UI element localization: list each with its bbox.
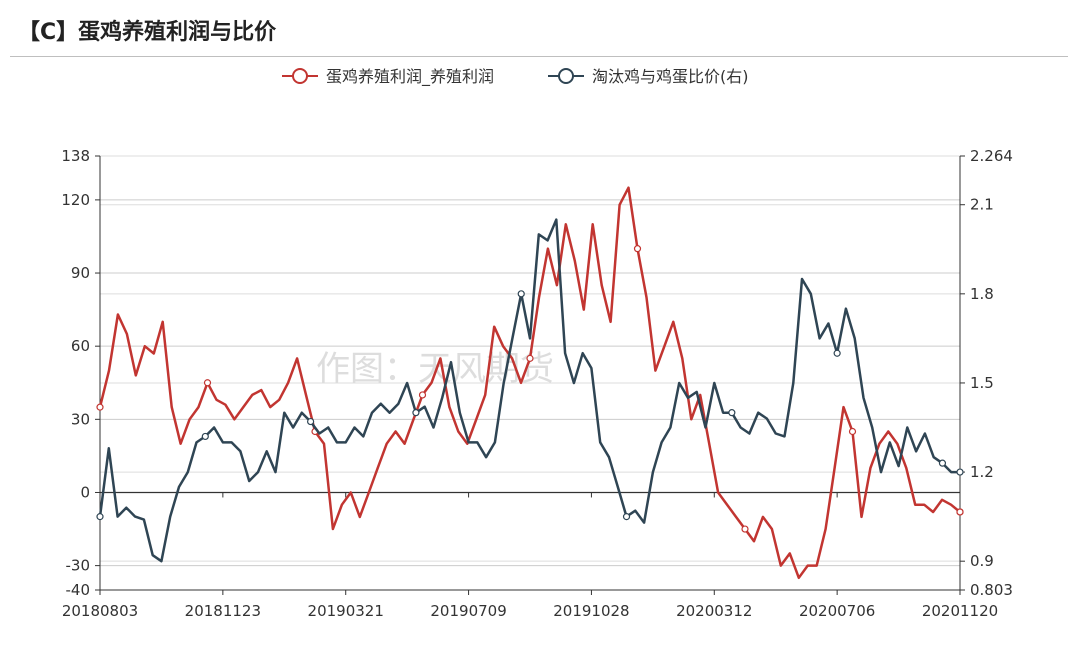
- x-tick-label: 20201120: [922, 602, 998, 620]
- y-right-tick-label: 1.2: [970, 463, 994, 481]
- y-left-tick-label: 60: [71, 337, 90, 355]
- series-point-2: [956, 468, 964, 476]
- y-left-tick-label: 138: [61, 147, 90, 165]
- series-point-2: [938, 459, 947, 467]
- y-right-tick-label: 2.1: [970, 196, 994, 214]
- y-right-tick-label: 1.8: [970, 285, 994, 303]
- series-point-2: [728, 409, 736, 417]
- x-tick-label: 20191028: [553, 602, 629, 620]
- y-left-tick-label: 0: [80, 483, 90, 501]
- y-left-tick-label: -40: [66, 581, 91, 599]
- chart-title: 【C】蛋鸡养殖利润与比价: [18, 20, 277, 45]
- x-tick-label: 20200312: [676, 602, 752, 620]
- y-left-tick-label: 120: [61, 191, 90, 209]
- series-point-1: [956, 508, 964, 516]
- series-point-1: [633, 245, 642, 253]
- x-tick-label: 20190321: [308, 602, 384, 620]
- series-lines: [96, 186, 964, 580]
- y-right-tick-label: 2.264: [970, 147, 1013, 165]
- y-left-tick-label: -30: [66, 557, 91, 575]
- y-left-tick-label: 30: [71, 410, 90, 428]
- y-right-tick-label: 0.9: [970, 552, 994, 570]
- legend-marker-icon: [558, 68, 574, 84]
- x-tick-label: 20190709: [430, 602, 506, 620]
- series-point-2: [622, 513, 631, 521]
- series-point-2: [412, 409, 420, 417]
- series-point-1: [741, 525, 749, 533]
- series-line-2: [98, 218, 960, 563]
- series-point-2: [201, 432, 209, 441]
- legend-label: 淘汰鸡与鸡蛋比价(右): [592, 67, 749, 86]
- legend-marker-icon: [292, 68, 308, 84]
- series-point-2: [307, 417, 315, 426]
- series-point-1: [96, 403, 104, 411]
- series-point-2: [96, 513, 104, 521]
- y-right-tick-label: 1.5: [970, 374, 994, 392]
- axes: -40 -30 0 30 60 90 120 138 0.803 0.9 1.2 1.5 1.8 2.1 2…: [61, 147, 1013, 620]
- chart-legend[interactable]: 蛋鸡养殖利润_养殖利润 淘汰鸡与鸡蛋比价(右): [282, 67, 749, 87]
- x-tick-label: 20200706: [799, 602, 875, 620]
- watermark: 作图：天风期货: [316, 349, 554, 389]
- x-tick-label: 20181123: [185, 602, 261, 620]
- x-tick-label: 20180803: [62, 602, 138, 620]
- series-point-1: [203, 379, 212, 387]
- y-right-tick-label: 0.803: [970, 581, 1013, 599]
- y-left-tick-label: 90: [71, 264, 90, 282]
- title-divider: [10, 56, 1068, 57]
- series-point-1: [418, 391, 427, 399]
- series-point-1: [848, 427, 857, 436]
- legend-item-1[interactable]: 蛋鸡养殖利润_养殖利润: [282, 67, 494, 87]
- series-point-2: [517, 290, 525, 298]
- series-point-2: [833, 349, 841, 357]
- series-point-1: [526, 354, 534, 362]
- legend-item-2[interactable]: 淘汰鸡与鸡蛋比价(右): [548, 67, 749, 86]
- legend-label: 蛋鸡养殖利润_养殖利润: [326, 67, 494, 87]
